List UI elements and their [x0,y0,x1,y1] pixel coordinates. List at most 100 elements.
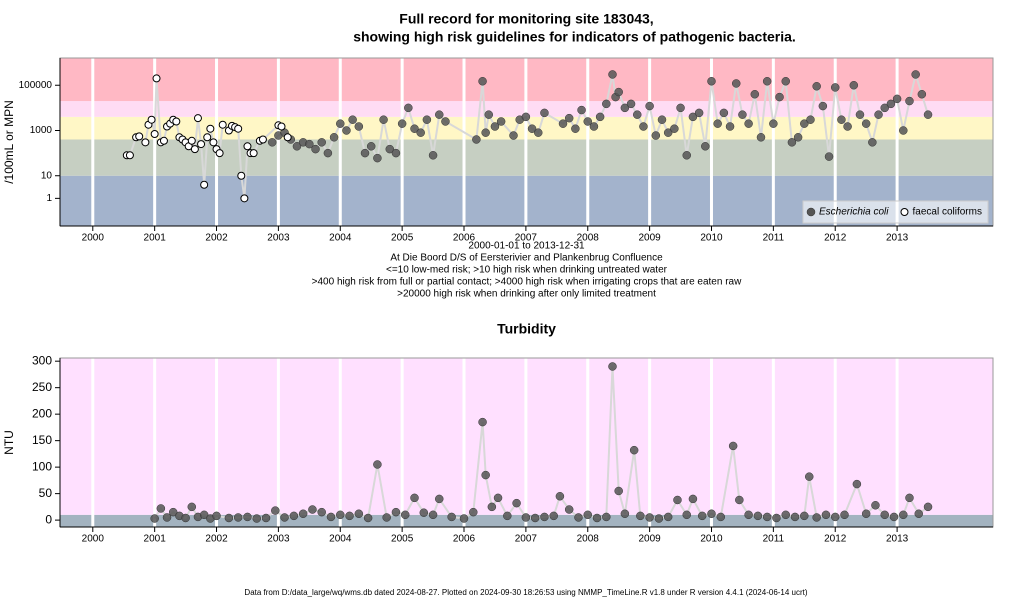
x-tick-label: 2002 [205,534,228,545]
point [200,180,209,189]
point [354,122,364,131]
point [886,99,896,109]
point [147,115,156,124]
point [762,77,772,86]
point [193,114,202,123]
point [861,119,871,128]
point [899,510,908,520]
point [812,82,821,91]
point [135,132,144,141]
point [224,513,234,523]
point [855,110,865,119]
point [125,151,134,160]
x-tick-label: 2008 [577,534,600,545]
point [336,510,345,520]
point [849,80,859,90]
point [632,110,642,119]
point [150,514,159,523]
point [441,117,450,126]
point [577,105,586,115]
point [564,505,574,514]
point [911,70,920,79]
point [379,115,388,124]
point [583,117,593,126]
point [382,513,391,522]
point [527,124,537,133]
point [277,122,286,131]
point [422,115,432,124]
point [234,124,243,133]
point [713,119,722,128]
point [744,510,753,520]
legend-marker [900,208,909,216]
x-tick-label: 2000 [82,534,105,545]
point [629,445,639,455]
point [852,479,862,489]
point [636,511,645,521]
point [311,144,320,154]
x-tick-label: 2009 [638,233,661,244]
note: 2000-01-01 to 2013-12-31 [468,241,585,252]
point [549,511,558,521]
point [410,124,419,133]
x-tick-label: 2012 [824,233,847,244]
point [190,145,199,154]
footer: Data from D:/data_large/wq/wms.db dated … [244,588,807,597]
point [818,101,828,111]
note: At Die Boord D/S of Eersterivier and Pla… [390,253,663,264]
point [493,493,503,503]
point [435,110,444,119]
point [821,510,831,520]
point [487,502,497,512]
point [172,117,181,126]
y-tick-label: 50 [39,486,53,500]
x-tick-label: 2011 [763,233,785,244]
x-tick-label: 2006 [453,534,476,545]
point [880,103,889,113]
point [880,510,889,520]
point [428,510,438,520]
point [410,493,419,503]
chart-subtitle: showing high risk guidelines for indicat… [353,29,796,45]
point [670,124,679,133]
point [187,502,197,512]
point [283,133,292,142]
point [564,113,574,123]
point [298,509,308,519]
plot-area [60,358,993,527]
y-tick-label: 200 [32,406,52,420]
point [249,149,258,158]
point [756,133,766,142]
point [233,513,243,522]
point [391,507,401,517]
point [812,513,821,522]
point [397,119,407,128]
x-tick-label: 2004 [329,534,352,545]
point [540,108,549,118]
point [571,124,580,133]
point [707,77,716,86]
point [707,509,716,519]
point [697,511,707,521]
x-tick-label: 2005 [391,534,414,545]
note: >20000 high risk when drinking after onl… [397,289,656,300]
point [738,110,747,119]
point [385,144,395,154]
point [150,129,159,138]
point [292,142,302,151]
point [874,110,883,119]
point [917,89,927,99]
x-tick-label: 2000 [82,233,105,244]
point [800,119,809,128]
point [871,501,880,510]
point [317,507,326,517]
point [769,119,778,128]
point [317,138,326,147]
point [645,101,654,111]
point [824,152,834,161]
point [781,77,790,86]
point [688,494,698,504]
point [923,502,933,512]
point [840,510,849,520]
point [614,87,623,97]
